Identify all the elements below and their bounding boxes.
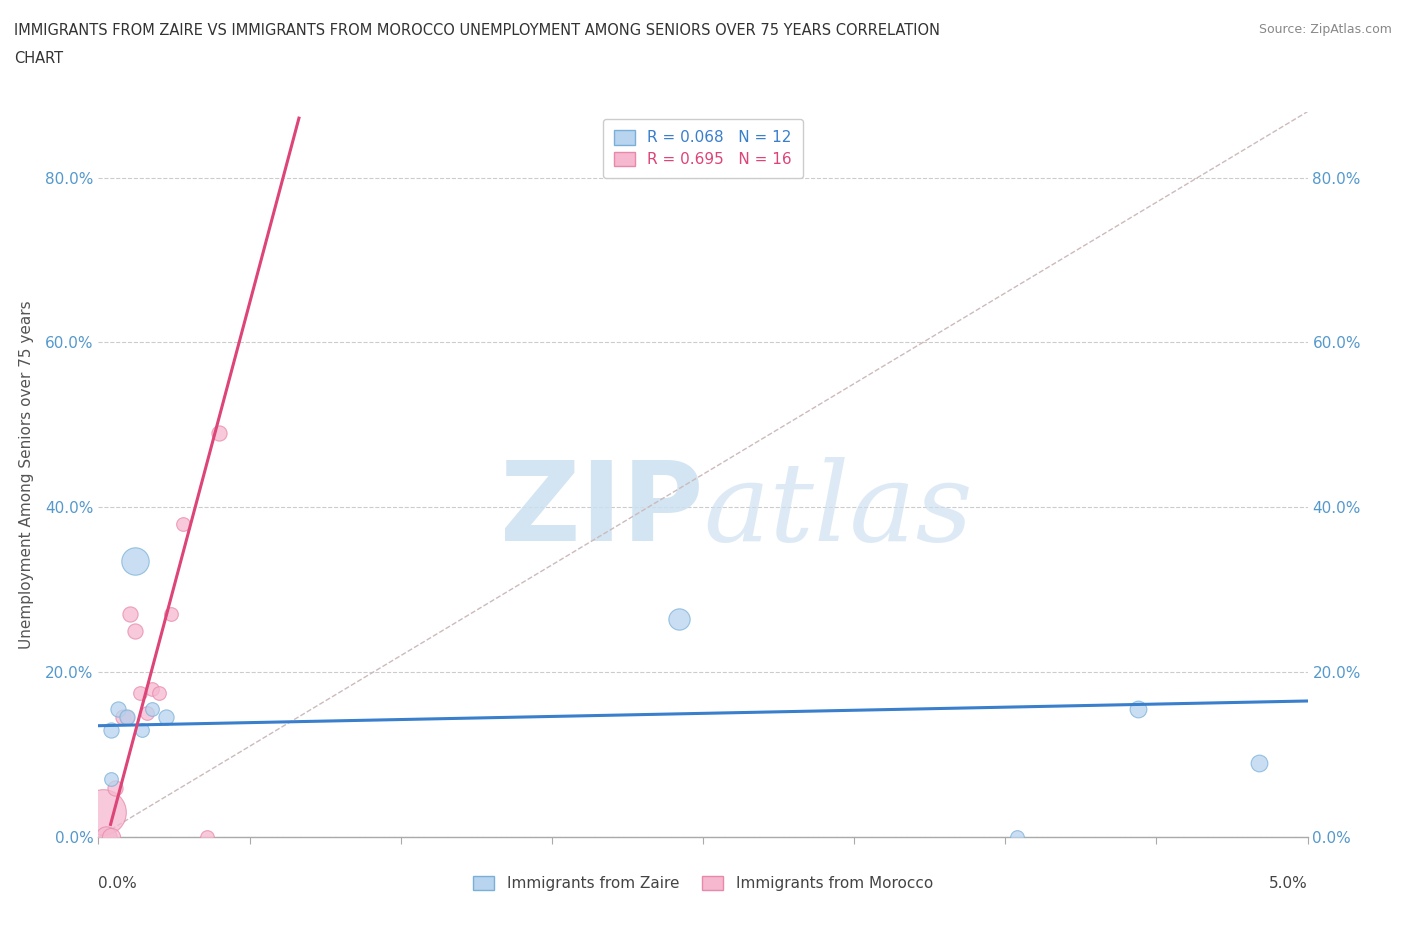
Y-axis label: Unemployment Among Seniors over 75 years: Unemployment Among Seniors over 75 years <box>18 300 34 648</box>
Point <box>131 723 153 737</box>
Text: ZIP: ZIP <box>499 457 703 565</box>
Point <box>135 706 157 721</box>
Point <box>155 710 177 724</box>
Text: 0.0%: 0.0% <box>98 876 138 891</box>
Point <box>124 623 146 638</box>
Point <box>111 710 134 724</box>
Point <box>100 772 122 787</box>
Text: 5.0%: 5.0% <box>1268 876 1308 891</box>
Text: CHART: CHART <box>14 51 63 66</box>
Point <box>141 702 163 717</box>
Legend: Immigrants from Zaire, Immigrants from Morocco: Immigrants from Zaire, Immigrants from M… <box>463 865 943 902</box>
Text: Source: ZipAtlas.com: Source: ZipAtlas.com <box>1258 23 1392 36</box>
Text: IMMIGRANTS FROM ZAIRE VS IMMIGRANTS FROM MOROCCO UNEMPLOYMENT AMONG SENIORS OVER: IMMIGRANTS FROM ZAIRE VS IMMIGRANTS FROM… <box>14 23 941 38</box>
Point <box>100 723 122 737</box>
Point <box>172 516 194 531</box>
Point <box>107 702 129 717</box>
Point <box>668 611 690 626</box>
Point <box>148 685 170 700</box>
Point <box>160 607 183 622</box>
Point <box>117 710 139 724</box>
Point <box>1249 755 1271 770</box>
Point <box>208 426 231 441</box>
Point <box>100 830 122 844</box>
Point <box>94 830 117 844</box>
Point <box>128 685 150 700</box>
Text: atlas: atlas <box>703 457 973 565</box>
Point <box>1007 830 1029 844</box>
Point <box>124 553 146 568</box>
Point <box>91 804 114 819</box>
Point <box>104 780 127 795</box>
Point <box>195 830 218 844</box>
Point <box>141 681 163 696</box>
Point <box>118 607 141 622</box>
Point <box>1128 702 1150 717</box>
Point <box>117 710 139 724</box>
